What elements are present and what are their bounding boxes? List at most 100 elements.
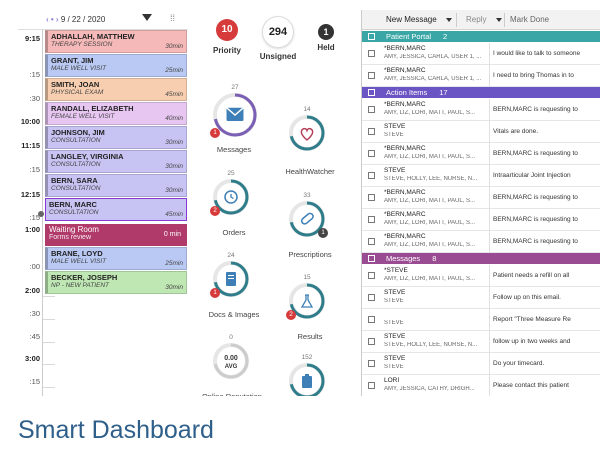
message-recipients: STEVE — [384, 320, 404, 326]
row-checkbox[interactable] — [368, 128, 375, 135]
message-row[interactable]: *STEVE AMY, LIZ, LORI, MATT, PAUL, S... Pa… — [362, 265, 600, 287]
message-row[interactable]: *BERN,MARC AMY, LIZ, LORI, MATT, PAUL, S.… — [362, 187, 600, 209]
visit-duration: 40min — [165, 115, 183, 122]
appointment-card[interactable]: BERN, SARA CONSULTATION 30min — [45, 174, 187, 197]
patient-name: LANGLEY, VIRGINIA — [51, 152, 124, 161]
widget-healthwatcher[interactable]: 14 — [288, 106, 326, 152]
time-label: :15 — [29, 377, 40, 386]
row-checkbox[interactable] — [368, 272, 375, 279]
appointment-card[interactable]: SMITH, JOAN PHYSICAL EXAM 45min — [45, 78, 187, 101]
time-tick — [43, 296, 55, 297]
message-row[interactable]: *BERN,MARC AMY, LIZ, LORI, MATT, PAUL, S.… — [362, 143, 600, 165]
waiting-room-card[interactable]: Waiting Room Forms review 0 min — [45, 224, 187, 246]
column-toggle-icon[interactable]: ⁞⁞ — [170, 13, 176, 23]
appointment-card[interactable]: ADHALLAH, MATTHEW THERAPY SESSION 30min — [45, 30, 187, 53]
priority-badge[interactable]: 10 — [216, 19, 238, 41]
message-row[interactable]: *BERN,MARC AMY, JESSICA, CARLA, USER 1, .… — [362, 43, 600, 65]
message-row[interactable]: *BERN,MARC AMY, LIZ, LORI, MATT, PAUL, S.… — [362, 99, 600, 121]
column-divider — [489, 187, 490, 209]
message-recipients: AMY, LIZ, LORI, MATT, PAUL, S... — [384, 220, 476, 226]
widget-orders[interactable]: 25 2 — [210, 170, 250, 216]
widget-online-reputation[interactable]: 0.00 AVG 0 — [212, 334, 250, 380]
inbox-panel: New Message Reply Mark Done Patient Port… — [361, 10, 600, 396]
row-checkbox[interactable] — [368, 50, 375, 57]
time-label: 11:15 — [21, 141, 40, 150]
time-tick — [43, 364, 55, 365]
message-sender: LORI — [384, 377, 400, 384]
row-checkbox[interactable] — [368, 72, 375, 79]
current-time-marker — [38, 211, 44, 217]
time-label: 12:15 — [20, 190, 40, 199]
appointment-card[interactable]: RANDALL, ELIZABETH FEMALE WELL VISIT 40min — [45, 102, 187, 125]
message-subject: BERN,MARC is requesting to — [493, 194, 578, 201]
inbox-section-header[interactable]: Patient Portal 2 — [362, 31, 600, 42]
widget-results[interactable]: 15 2 — [286, 274, 326, 320]
appointment-card[interactable]: BERN, MARC CONSULTATION 45min — [45, 198, 187, 221]
row-checkbox[interactable] — [368, 238, 375, 245]
message-row[interactable]: STEVE STEVE Do your timecard. — [362, 353, 600, 375]
reply-dropdown-icon[interactable] — [496, 18, 502, 22]
row-checkbox[interactable] — [368, 150, 375, 157]
message-row[interactable]: STEVE STEVE Follow up on this email. — [362, 287, 600, 309]
priority-label: Priority — [212, 46, 241, 55]
section-checkbox[interactable] — [368, 33, 375, 40]
visit-type: CONSULTATION — [51, 185, 101, 192]
widget-count: 0 — [229, 334, 233, 341]
appointment-card[interactable]: GRANT, JIM MALE WELL VISIT 25min — [45, 54, 187, 77]
reply-button[interactable]: Reply — [466, 15, 487, 24]
row-checkbox[interactable] — [368, 216, 375, 223]
message-row[interactable]: *BERN,MARC AMY, JESSICA, CARLA, USER 1, .… — [362, 65, 600, 87]
visit-type: MALE WELL VISIT — [51, 258, 107, 265]
held-badge[interactable]: 1 — [318, 24, 334, 40]
message-row[interactable]: STEVE STEVE Vitals are done. — [362, 121, 600, 143]
toolbar-divider — [504, 13, 505, 27]
section-checkbox[interactable] — [368, 255, 375, 262]
widget-tasks[interactable]: 152 — [288, 354, 326, 396]
widget-messages[interactable]: 27 1 — [210, 84, 258, 138]
row-checkbox[interactable] — [368, 360, 375, 367]
date-navigator[interactable]: ‹ • › 9 / 22 / 2020 — [46, 15, 105, 24]
message-sender: STEVE — [384, 355, 406, 362]
inbox-section-header[interactable]: Action Items 17 — [362, 87, 600, 98]
row-checkbox[interactable] — [368, 316, 375, 323]
message-row[interactable]: *BERN,MARC AMY, LIZ, LORI, MATT, PAUL, S.… — [362, 231, 600, 253]
row-checkbox[interactable] — [368, 106, 375, 113]
visit-duration: 30min — [165, 163, 183, 170]
waiting-room-title: Waiting Room — [49, 225, 99, 234]
waiting-room-sub: Forms review — [49, 234, 92, 241]
row-checkbox[interactable] — [368, 382, 375, 389]
section-checkbox[interactable] — [368, 89, 375, 96]
message-sender: STEVE — [384, 289, 406, 296]
new-message-button[interactable]: New Message — [386, 15, 437, 24]
visit-type: CONSULTATION — [49, 209, 99, 216]
flask-icon — [289, 283, 325, 319]
message-row[interactable]: *BERN,MARC AMY, LIZ, LORI, MATT, PAUL, S.… — [362, 209, 600, 231]
appointment-card[interactable]: LANGLEY, VIRGINIA CONSULTATION 30min — [45, 150, 187, 173]
widget-label: Orders — [222, 228, 246, 237]
appointment-card[interactable]: BECKER, JOSEPH NP - NEW PATIENT 30min — [45, 271, 187, 294]
message-row[interactable]: STEVE STEVE, HOLLY, LEE, NURSE, N... follo… — [362, 331, 600, 353]
message-row[interactable]: STEVE STEVE, HOLLY, LEE, NURSE, N... Intra… — [362, 165, 600, 187]
widget-prescriptions[interactable]: 33 1 — [288, 192, 328, 238]
inbox-section-header[interactable]: Messages 8 — [362, 253, 600, 264]
time-label: :15 — [29, 213, 40, 222]
date-arrows[interactable]: ‹ • › — [46, 15, 59, 24]
appointment-card[interactable]: BRANE, LOYD MALE WELL VISIT 25min — [45, 247, 187, 270]
appointment-card[interactable]: JOHNSON, JIM CONSULTATION 30min — [45, 126, 187, 149]
row-checkbox[interactable] — [368, 172, 375, 179]
section-count: 8 — [432, 254, 437, 263]
unsigned-badge[interactable]: 294 — [262, 16, 294, 48]
row-checkbox[interactable] — [368, 194, 375, 201]
visit-duration: 25min — [165, 260, 183, 267]
widget-count: 33 — [303, 192, 311, 199]
message-subject: BERN,MARC is requesting to — [493, 216, 578, 223]
widget-docs-images[interactable]: 24 1 — [210, 252, 250, 298]
row-checkbox[interactable] — [368, 338, 375, 345]
mark-done-button[interactable]: Mark Done — [510, 15, 550, 24]
filter-icon[interactable] — [142, 14, 152, 21]
visit-type: NP - NEW PATIENT — [51, 282, 110, 289]
message-row[interactable]: LORI AMY, JESSICA, CATHY, DRIGH... Please … — [362, 375, 600, 396]
row-checkbox[interactable] — [368, 294, 375, 301]
new-message-dropdown-icon[interactable] — [446, 18, 452, 22]
message-row[interactable]: STEVE Report "Three Measure Re — [362, 309, 600, 331]
